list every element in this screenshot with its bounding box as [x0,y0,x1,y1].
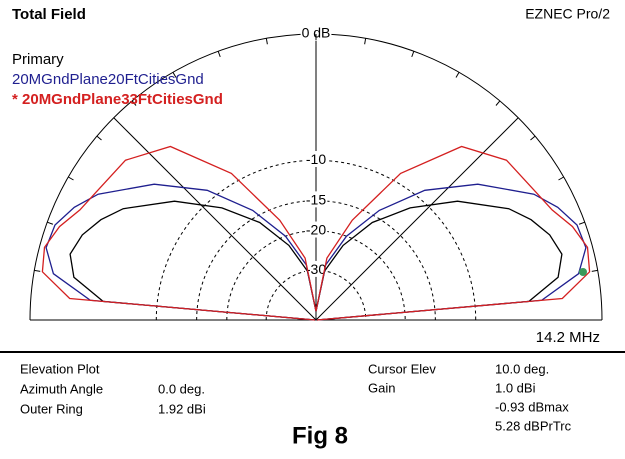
ring-label-bg [304,221,328,238]
angle-tick [364,38,367,45]
frequency: 14.2 MHz [536,329,600,346]
angle-tick [96,135,102,141]
angle-tick [265,38,268,45]
ring-label: -30 [306,261,326,277]
angle-tick [68,176,74,181]
angle-tick [495,100,501,106]
angle-tick [217,51,221,58]
radial-line [113,117,317,321]
ring-label-bg [304,150,328,167]
ring-label-bg [300,24,332,41]
cursor-marker [579,268,587,276]
angle-tick [131,100,137,106]
angle-tick [34,269,41,272]
info-text: 1.0 dBi [495,380,536,395]
angle-tick [411,51,415,58]
info-text: Cursor Elev [368,361,436,376]
program-name: EZNEC Pro/2 [525,6,610,22]
ring-label: 0 dB [302,25,331,41]
angle-tick [591,269,598,272]
info-text: 0.0 deg. [158,381,205,396]
ring-label: -15 [306,191,326,207]
ring-label: -10 [306,151,326,167]
info-text: -0.93 dBmax [495,399,569,414]
legend-entry: * 20MGndPlane33FtCitiesGnd [12,91,223,108]
ring-label: -20 [306,222,326,238]
info-text: 1.92 dBi [158,401,206,416]
ring-label-bg [304,191,328,208]
angle-tick [455,72,460,78]
chart-title: Total Field [12,6,86,23]
legend-entry: Primary [12,51,64,68]
pattern-trace [41,145,591,321]
info-text: 5.28 dBPrTrc [495,418,572,433]
radial-line [315,117,519,321]
info-text: Azimuth Angle [20,381,103,396]
angle-tick [47,221,54,225]
info-text: Elevation Plot [20,361,100,376]
angle-tick [172,72,177,78]
angle-tick [558,176,564,181]
caption: Fig 8 [292,422,348,449]
angle-tick [530,135,536,141]
ring-label-bg [304,260,328,277]
info-text: 10.0 deg. [495,361,549,376]
legend-entry: 20MGndPlane20FtCitiesGnd [12,71,204,88]
info-text: Gain [368,380,395,395]
info-text: Outer Ring [20,401,83,416]
angle-tick [578,221,585,225]
